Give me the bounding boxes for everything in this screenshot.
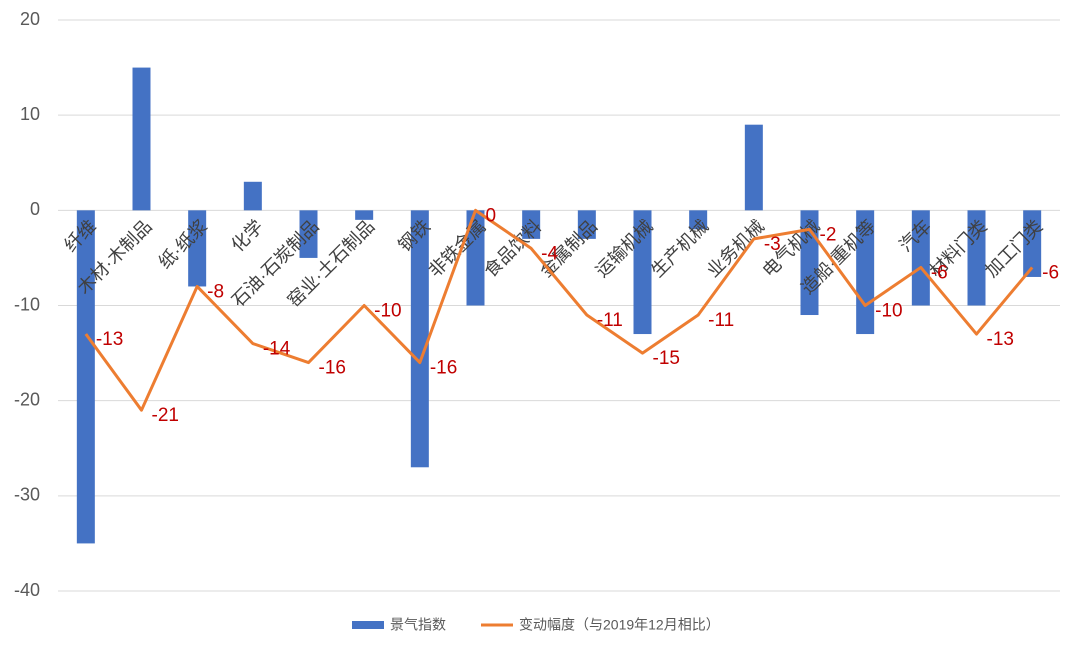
data-label: -10 xyxy=(374,301,401,322)
x-tick-label: 生产机械 xyxy=(647,216,712,281)
bar xyxy=(911,210,930,306)
data-label: -13 xyxy=(987,329,1014,350)
data-label: -3 xyxy=(764,234,781,255)
y-tick-label: -30 xyxy=(14,485,40,505)
bar xyxy=(76,210,95,544)
data-label: -6 xyxy=(931,262,948,283)
y-tick-label: -10 xyxy=(14,294,40,314)
data-label: 0 xyxy=(486,205,497,226)
bar xyxy=(355,210,374,220)
bar xyxy=(410,210,429,468)
bar xyxy=(1023,210,1042,277)
data-label: -10 xyxy=(875,301,902,322)
bar xyxy=(967,210,986,306)
legend-label: 变动幅度（与2019年12月相比） xyxy=(519,617,720,633)
data-label: -4 xyxy=(541,243,558,264)
bar xyxy=(132,67,151,211)
y-tick-label: 0 xyxy=(30,199,40,219)
bar xyxy=(466,210,485,306)
data-label: -11 xyxy=(708,310,734,331)
data-label: -13 xyxy=(96,329,123,350)
legend-label: 景气指数 xyxy=(390,617,446,633)
data-label: -15 xyxy=(653,348,680,369)
data-label: -21 xyxy=(152,405,179,426)
data-label: -8 xyxy=(207,281,224,302)
bar xyxy=(299,210,318,258)
data-label: -2 xyxy=(820,224,837,245)
bar xyxy=(243,181,262,211)
bar xyxy=(633,210,652,335)
x-tick-label: 业务机械 xyxy=(703,216,768,281)
y-tick-label: -40 xyxy=(14,580,40,600)
y-tick-label: -20 xyxy=(14,389,40,409)
bar xyxy=(689,210,708,230)
data-label: -14 xyxy=(263,339,291,360)
line xyxy=(84,208,1034,412)
data-label: -11 xyxy=(597,310,623,331)
bar xyxy=(522,210,541,239)
y-tick-label: 10 xyxy=(20,104,40,124)
data-label: -16 xyxy=(430,358,457,379)
bar xyxy=(188,210,207,287)
bar xyxy=(744,124,763,211)
data-label: -16 xyxy=(319,358,346,379)
bar xyxy=(577,210,596,239)
y-tick-label: 20 xyxy=(20,9,40,29)
x-tick-label: 化学 xyxy=(227,216,267,256)
legend-swatch xyxy=(352,621,384,629)
data-label: -6 xyxy=(1042,262,1059,283)
